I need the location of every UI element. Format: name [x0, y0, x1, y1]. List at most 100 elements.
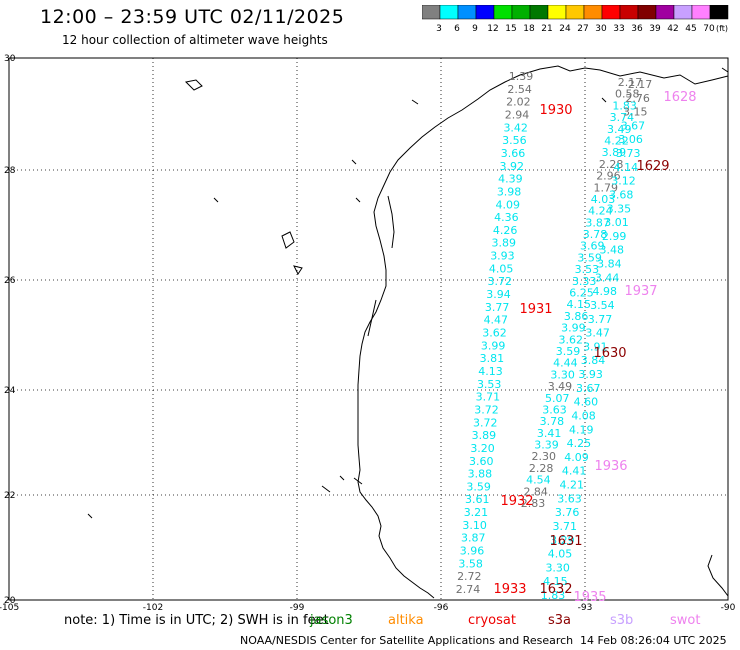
east-track-value: 3.76	[555, 506, 580, 519]
middle-track-value: 4.54	[526, 474, 551, 487]
west-track-value: 3.94	[486, 288, 511, 301]
east-track-value: 3.68	[609, 188, 634, 201]
middle-track-value: 0.58	[615, 88, 640, 101]
east-track-value: 4.05	[548, 548, 573, 561]
west-track-value: 3.56	[502, 134, 527, 147]
middle-track-value: 3.49	[607, 123, 632, 136]
pass-time-label: 1930	[539, 103, 572, 118]
west-track-value: 3.62	[482, 327, 507, 340]
east-track-value: 4.25	[567, 437, 592, 450]
map-frame	[8, 57, 729, 601]
map-title: 12:00 – 23:59 UTC 02/11/2025	[40, 6, 345, 28]
west-track-value: 3.66	[501, 147, 526, 160]
middle-track-value: 3.59	[556, 345, 581, 358]
east-track-value: 3.15	[623, 106, 648, 119]
middle-track-value: 6.25	[569, 287, 594, 300]
legend-label: 12	[487, 24, 498, 34]
middle-track-value: 4.44	[553, 357, 578, 370]
legend-label: 6	[454, 24, 460, 34]
satellite-s3b: s3b	[610, 613, 634, 628]
middle-track-value: 2.30	[532, 450, 557, 463]
middle-track-value: 3.53	[575, 263, 600, 276]
east-track-value: 3.30	[545, 561, 570, 574]
west-track-value: 3.10	[462, 519, 487, 532]
latitude-tick-label: 22	[4, 491, 15, 501]
west-track-value: 3.72	[474, 403, 499, 416]
east-track-value: 3.48	[600, 244, 625, 257]
west-track-value: 2.02	[506, 96, 531, 109]
middle-track-value: 3.30	[550, 368, 575, 381]
legend-label: 3	[436, 24, 442, 34]
legend-unit: (ft)	[716, 24, 728, 33]
legend-label: 45	[685, 24, 696, 34]
legend-label: 24	[559, 24, 571, 34]
middle-track-value: 1.83	[612, 99, 637, 112]
legend-label: 21	[541, 24, 552, 34]
west-track-value: 4.13	[478, 365, 503, 378]
altimeter-tracks: 1.392.542.022.943.423.563.663.924.393.98…	[456, 70, 653, 602]
middle-track-value: 3.62	[558, 333, 583, 346]
middle-track-value: 3.74	[610, 111, 635, 124]
longitude-tick-label: -93	[578, 603, 593, 610]
texas-coastline	[357, 65, 729, 599]
legend-label: 27	[577, 24, 588, 34]
east-track-value: 3.93	[578, 368, 603, 381]
east-track-value: 3.54	[590, 299, 615, 312]
barrier-island	[367, 195, 395, 337]
west-track-value: 3.71	[476, 391, 501, 404]
east-track-value: 3.84	[597, 258, 622, 271]
middle-track-value: 3.59	[577, 251, 602, 264]
legend-label: 15	[505, 24, 516, 34]
east-track-value: 4.21	[560, 479, 585, 492]
west-track-value: 1.39	[509, 70, 534, 83]
middle-track-value: 3.78	[583, 228, 608, 241]
east-track-value: 3.35	[607, 202, 632, 215]
west-track-value: 2.72	[457, 570, 482, 583]
map-subtitle: 12 hour collection of altimeter wave hei…	[62, 33, 328, 47]
east-track-value: 3.67	[621, 119, 646, 132]
west-track-value: 4.36	[494, 211, 519, 224]
satellite-swot: swot	[670, 613, 701, 628]
east-track-value: 4.41	[562, 465, 587, 478]
west-track-value: 3.77	[485, 301, 510, 314]
middle-track-value: 3.69	[580, 240, 605, 253]
note-row: note: 1) Time is in UTC; 2) SWH is in fe…	[0, 610, 740, 632]
middle-track-value: 4.15	[567, 298, 592, 311]
middle-track-value: 3.78	[540, 415, 565, 428]
east-track-value: 3.12	[611, 175, 636, 188]
east-track-value: 3.67	[576, 382, 601, 395]
legend-label: 70	[703, 24, 715, 34]
west-track-value: 3.92	[499, 160, 524, 173]
west-track-value: 3.89	[492, 237, 517, 250]
latitude-tick-label: 28	[4, 166, 16, 176]
pass-time-label: 1935	[573, 590, 606, 605]
west-track-value: 3.42	[503, 121, 528, 134]
middle-track-value: 5.07	[545, 392, 570, 405]
middle-track-value: 3.39	[534, 439, 559, 452]
middle-track-value: 2.84	[523, 485, 548, 498]
middle-track-value: 3.41	[537, 427, 562, 440]
longitude-tick-label: -105	[0, 603, 19, 610]
east-track-value: 3.29	[550, 534, 575, 547]
middle-track-value: 2.83	[521, 497, 546, 510]
pass-time-label: 1931	[519, 302, 552, 317]
west-track-value: 3.61	[465, 493, 490, 506]
west-track-value: 4.39	[498, 173, 523, 186]
west-track-value: 3.98	[497, 185, 522, 198]
east-track-value: 3.44	[595, 271, 620, 284]
middle-track-value: 4.22	[604, 134, 629, 147]
satellite-cryosat: cryosat	[468, 613, 516, 628]
east-track-value: 2.99	[602, 230, 627, 243]
legend-label: 39	[649, 24, 661, 34]
satellite-s3a: s3a	[548, 613, 572, 628]
pass-time-label: 1936	[594, 459, 627, 474]
pass-time-label: 1632	[539, 582, 572, 597]
middle-track-value: 4.03	[591, 193, 616, 206]
middle-track-value: 3.87	[585, 216, 610, 229]
pass-time-label: 1628	[663, 90, 696, 105]
legend-label: 42	[667, 24, 678, 34]
west-track-value: 3.59	[466, 480, 491, 493]
longitude-tick-label: -102	[143, 603, 163, 610]
east-track-value: 2.76	[625, 92, 650, 105]
latitude-tick-label: 20	[4, 596, 16, 606]
